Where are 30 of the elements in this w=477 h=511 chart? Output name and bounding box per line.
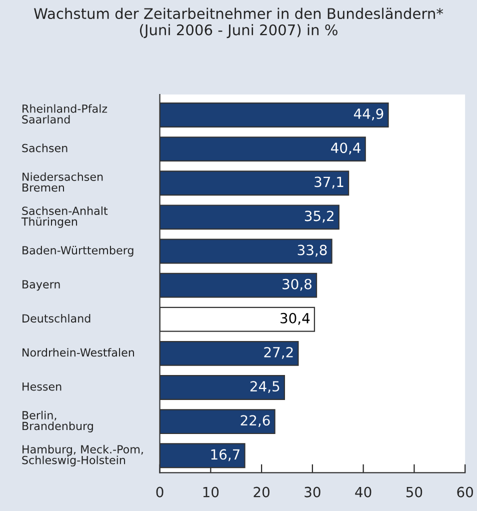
y-tick-label: Berlin, Brandenburg — [22, 410, 93, 432]
data-label: 33,8 — [298, 244, 327, 257]
x-tick-label: 50 — [406, 486, 422, 498]
x-tick-label: 30 — [304, 486, 320, 498]
x-tick-label: 0 — [156, 486, 164, 498]
y-tick-label: Deutschland — [22, 314, 90, 323]
x-tick-label: 20 — [254, 486, 270, 498]
x-tick-label: 60 — [457, 486, 473, 498]
data-label: 27,2 — [264, 346, 293, 359]
y-tick-label: Sachsen — [22, 144, 68, 152]
chart-title: Wachstum der Zeitarbeitnehmer in den Bundesländern* (Juni 2006 - Juni 2007) in % — [34, 8, 444, 38]
x-tick-label: 10 — [203, 486, 219, 498]
y-tick-label: Rheinland-Pfalz Saarland — [22, 104, 108, 124]
y-tick-label: Hamburg, Meck.-Pom, Schleswig-Holstein — [22, 444, 143, 466]
y-tick-label: Niedersachsen Bremen — [22, 172, 103, 192]
y-tick-label: Bayern — [22, 280, 60, 291]
data-label: 30,8 — [282, 278, 312, 291]
data-label: 44,9 — [354, 108, 384, 120]
data-label: 30,4 — [280, 312, 310, 325]
data-label: 40,4 — [331, 142, 360, 154]
data-label: 35,2 — [304, 210, 334, 223]
data-label: 24,5 — [250, 381, 280, 393]
x-tick-label: 40 — [355, 486, 372, 498]
y-tick-label: Nordrhein-Westfalen — [22, 348, 134, 357]
data-label: 37,1 — [314, 176, 344, 189]
y-tick-label: Hessen — [22, 382, 62, 391]
y-tick-label: Baden-Württemberg — [22, 246, 134, 257]
data-label: 16,7 — [211, 449, 240, 462]
y-tick-label: Sachsen-Anhalt Thüringen — [21, 206, 108, 228]
data-label: 22,6 — [240, 415, 270, 428]
